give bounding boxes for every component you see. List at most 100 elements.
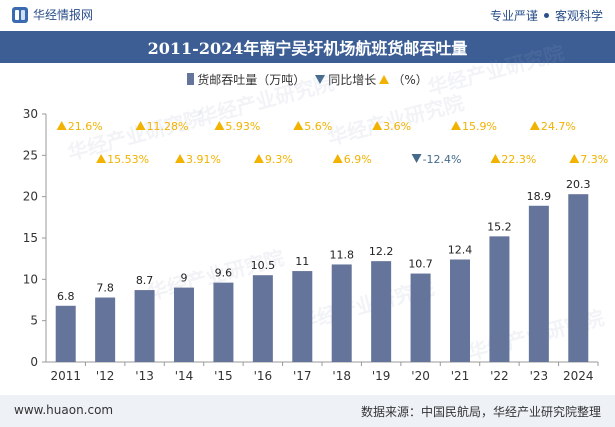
footer-source: 数据来源：中国民航局，华经产业研究院整理 (360, 405, 601, 419)
bar (292, 271, 313, 362)
bar-value-label: 8.7 (136, 274, 154, 287)
bar-value-label: 7.8 (96, 282, 114, 295)
tagline-2: 客观科学 (554, 9, 603, 23)
bar (489, 236, 510, 362)
x-tick-label: '16 (254, 369, 273, 383)
top-bar: 华经情报网 专业严谨 客观科学 (0, 0, 615, 30)
x-tick-label: '23 (530, 369, 549, 383)
legend-item-growth: 同比增长 （%） (315, 71, 428, 88)
growth-up-marker (529, 121, 540, 130)
x-tick-label: 2011 (50, 369, 81, 383)
y-tick-label: 15 (23, 231, 38, 245)
footer: www.huaon.com 数据来源：中国民航局，华经产业研究院整理 (0, 395, 615, 427)
chart-title: 2011-2024年南宁吴圩机场航班货邮吞吐量 (147, 39, 468, 58)
y-tick-label: 5 (30, 314, 38, 328)
bar (371, 261, 392, 362)
growth-label: 21.6% (68, 120, 103, 133)
y-tick-label: 10 (23, 272, 38, 286)
bar-value-label: 11.8 (329, 248, 354, 261)
growth-up-marker (135, 121, 146, 130)
bar-value-label: 12.2 (369, 245, 394, 258)
footer-website[interactable]: www.huaon.com (14, 403, 114, 417)
growth-up-marker (56, 121, 67, 130)
bar-value-label: 9 (181, 272, 188, 285)
growth-label: 11.28% (147, 120, 189, 133)
brand-name: 华经情报网 (33, 8, 94, 22)
x-tick-label: '22 (490, 369, 509, 383)
growth-label: 15.53% (107, 153, 149, 166)
title-bar: 2011-2024年南宁吴圩机场航班货邮吞吐量 (0, 31, 615, 63)
bar (410, 273, 431, 362)
legend-label-volume: 货邮吞吐量（万吨） (197, 72, 306, 87)
bar (252, 275, 273, 362)
bar-value-label: 20.3 (566, 178, 591, 191)
bar-value-label: 18.9 (527, 190, 552, 203)
growth-label: 5.93% (225, 120, 260, 133)
tagline-1: 专业严谨 (489, 9, 538, 23)
x-tick-label: '12 (96, 369, 115, 383)
growth-label: 22.3% (501, 153, 536, 166)
triangle-down-icon (315, 74, 326, 84)
bar (450, 259, 470, 362)
growth-label: 3.6% (383, 120, 411, 133)
growth-label: 3.91% (186, 153, 221, 166)
growth-up-marker (214, 121, 225, 130)
brand: 华经情报网 (12, 6, 93, 23)
growth-up-marker (253, 154, 264, 163)
growth-up-marker (293, 121, 304, 130)
growth-down-marker (411, 154, 422, 163)
bar-value-label: 10.7 (408, 258, 433, 271)
x-tick-label: '20 (411, 369, 430, 383)
growth-label: 24.7% (541, 120, 576, 133)
bar (134, 290, 155, 362)
y-tick-label: 20 (23, 190, 38, 204)
bar (55, 305, 76, 362)
bar-value-label: 12.4 (448, 243, 473, 256)
bar (331, 264, 352, 362)
growth-label: 7.3% (580, 153, 608, 166)
growth-up-marker (372, 121, 383, 130)
tagline: 专业严谨 客观科学 (490, 7, 603, 24)
bar-value-label: 10.5 (251, 259, 276, 272)
y-tick-label: 0 (30, 355, 38, 369)
x-tick-label: '17 (293, 369, 312, 383)
bar-swatch-icon (187, 73, 195, 85)
bar (568, 194, 589, 362)
x-tick-label: '21 (451, 369, 470, 383)
legend-label-growth: 同比增长 (328, 72, 377, 87)
bar-value-label: 9.6 (215, 267, 233, 280)
x-tick-label: '18 (332, 369, 351, 383)
x-tick-label: '14 (175, 369, 194, 383)
growth-up-marker (451, 121, 461, 130)
watermark-text: 华经产业研究院 (425, 40, 566, 99)
separator-dot-icon (543, 13, 549, 18)
growth-up-marker (96, 154, 107, 163)
growth-up-marker (175, 154, 185, 163)
growth-label: 15.9% (462, 120, 497, 133)
brand-logo-icon (12, 6, 28, 23)
bar (213, 282, 234, 362)
growth-label: 9.3% (265, 153, 293, 166)
bar-value-label: 11 (295, 255, 309, 268)
growth-label: 6.9% (344, 153, 372, 166)
bar (174, 287, 194, 362)
growth-up-marker (490, 154, 501, 163)
chart-canvas: 华经产业研究院华经产业研究院华经产业研究院华经产业研究院华经产业研究院华经产业研… (23, 40, 609, 383)
growth-label: -12.4% (423, 153, 462, 166)
triangle-up-icon (379, 74, 390, 84)
growth-up-marker (569, 154, 580, 163)
growth-label: 5.6% (304, 120, 332, 133)
bar (528, 205, 549, 362)
bar (95, 297, 116, 362)
y-tick-label: 30 (23, 107, 38, 121)
growth-up-marker (332, 154, 343, 163)
x-tick-label: 2024 (563, 369, 594, 383)
x-tick-label: '19 (372, 369, 391, 383)
bar-value-label: 15.2 (487, 220, 512, 233)
bar-value-label: 6.8 (57, 290, 75, 303)
legend-label-growth-unit: （%） (392, 72, 428, 87)
legend: 货邮吞吐量（万吨） 同比增长 （%） (0, 70, 615, 88)
y-tick-label: 25 (23, 148, 38, 162)
x-tick-label: '13 (135, 369, 154, 383)
x-tick-label: '15 (214, 369, 233, 383)
